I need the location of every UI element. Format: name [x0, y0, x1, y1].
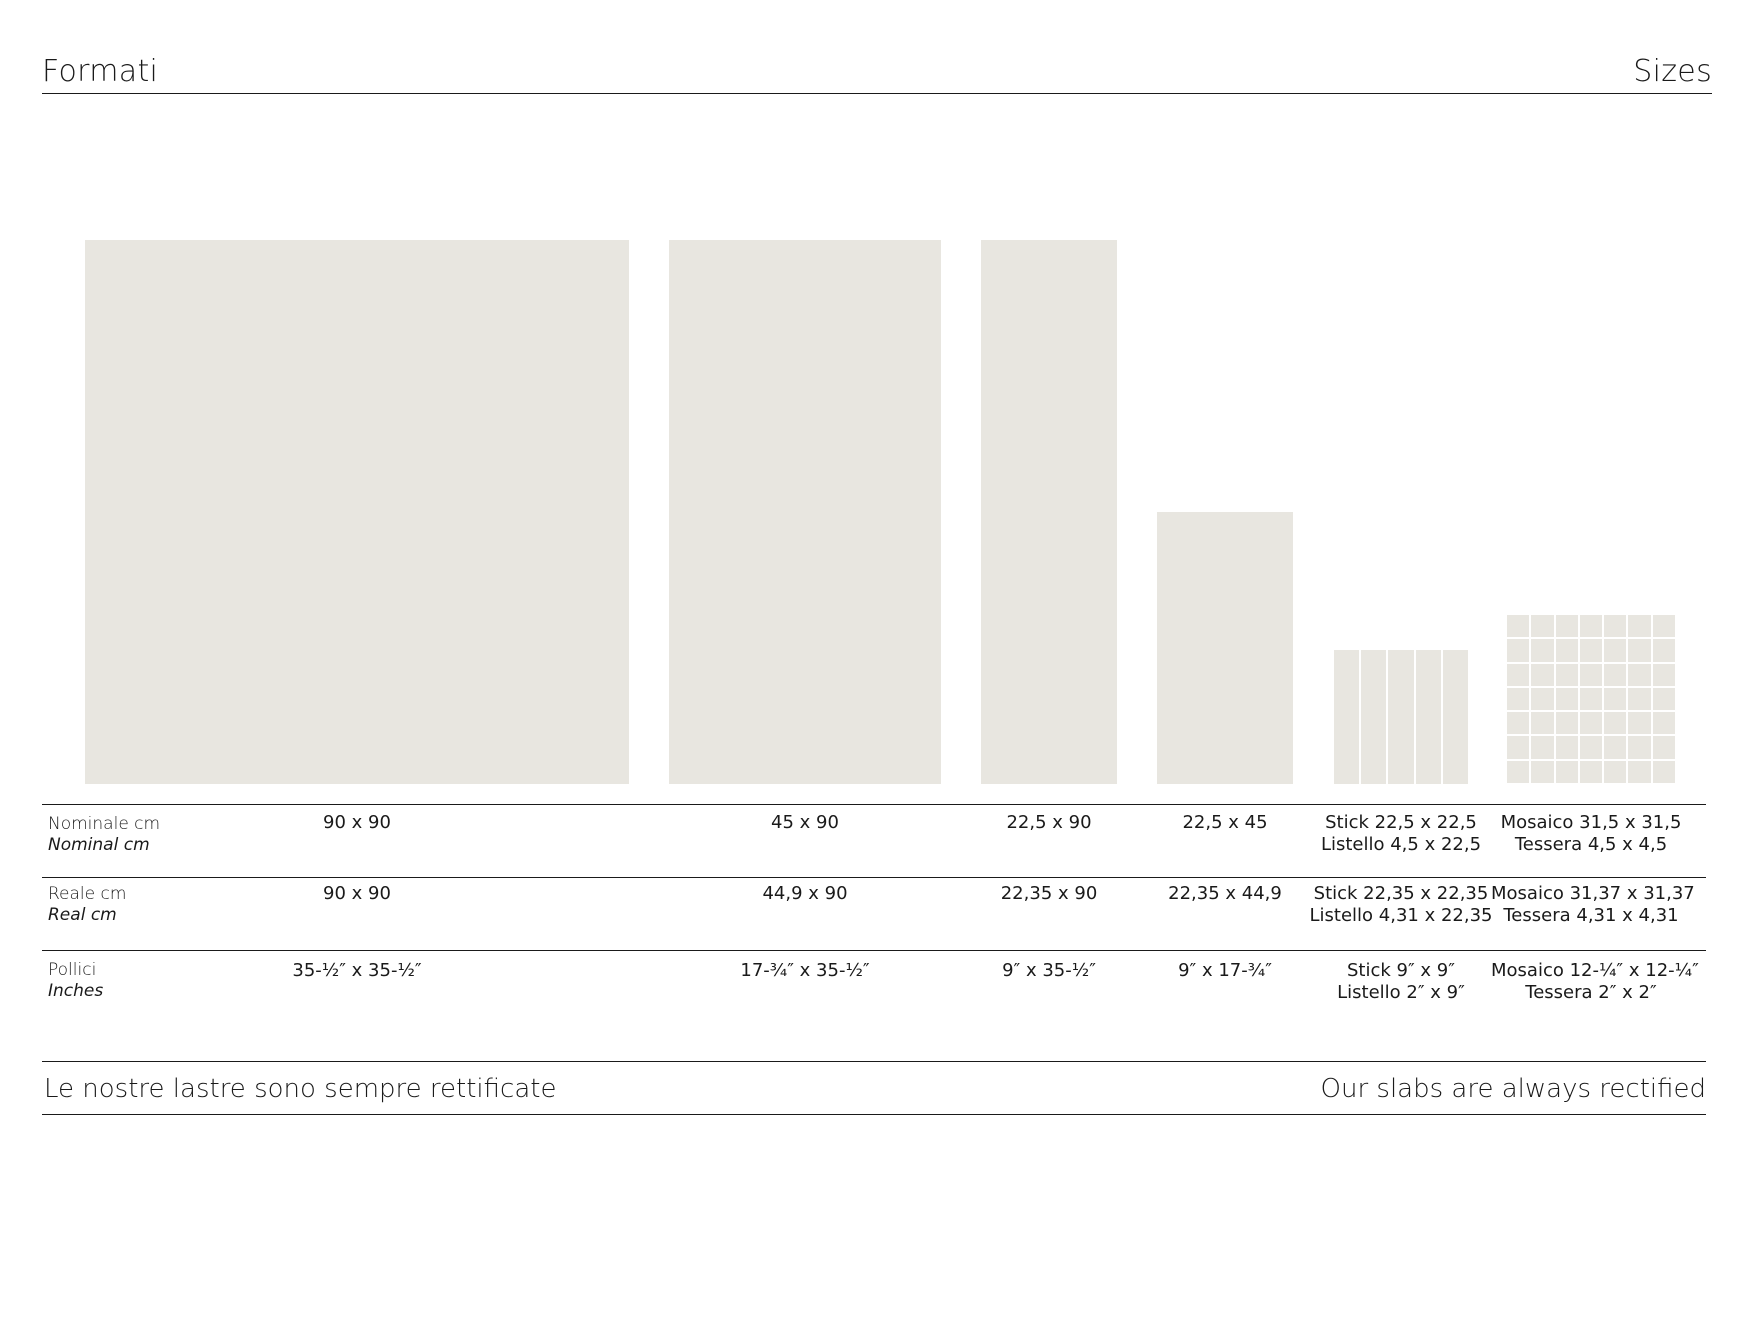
tessera	[1507, 760, 1530, 783]
tessera	[1531, 760, 1554, 783]
tessera	[1555, 712, 1578, 735]
table-cell: 9″ x 17-¾″	[1178, 960, 1272, 981]
table-cell: 44,9 x 90	[762, 883, 848, 904]
table-cell: 9″ x 35-½″	[1002, 960, 1096, 981]
table-cell: 45 x 90	[771, 812, 839, 833]
tessera	[1604, 639, 1627, 662]
tessera	[1628, 663, 1651, 686]
tessera	[1531, 712, 1554, 735]
row-label-en: Nominal cm	[48, 835, 150, 855]
listello-strip	[1388, 650, 1414, 784]
tessera	[1507, 663, 1530, 686]
tessera	[1579, 639, 1603, 662]
listello-strip	[1442, 650, 1469, 784]
table-cell: Mosaico 12-¼″ x 12-¼″ Tessera 2″ x 2″	[1491, 960, 1699, 1003]
tessera	[1531, 639, 1554, 662]
mosaic-tile	[1507, 615, 1675, 783]
tessera	[1555, 639, 1578, 662]
tessera	[1555, 736, 1578, 759]
header-rule	[42, 93, 1712, 94]
tessera	[1652, 639, 1675, 662]
tessera	[1652, 615, 1675, 638]
table-cell: 22,5 x 45	[1182, 812, 1268, 833]
tessera	[1507, 712, 1530, 735]
tessera	[1531, 615, 1554, 638]
table-cell: 90 x 90	[323, 812, 391, 833]
tessera	[1531, 736, 1554, 759]
row-label-it: Pollici	[48, 960, 97, 980]
table-cell: Mosaico 31,37 x 31,37 Tessera 4,31 x 4,31	[1491, 883, 1695, 926]
row-label-en: Inches	[48, 981, 104, 1001]
tessera	[1579, 736, 1603, 759]
tessera	[1579, 663, 1603, 686]
tessera	[1604, 736, 1627, 759]
table-cell: Stick 22,35 x 22,35 Listello 4,31 x 22,35	[1309, 883, 1493, 926]
row-label-en: Real cm	[48, 905, 117, 925]
table-cell: 90 x 90	[323, 883, 391, 904]
tile-22x45	[1157, 512, 1293, 784]
tessera	[1604, 687, 1627, 711]
tessera	[1555, 663, 1578, 686]
tessera	[1604, 615, 1627, 638]
table-cell: 22,35 x 44,9	[1168, 883, 1282, 904]
table-rule-2	[42, 950, 1706, 951]
table-rule-top	[42, 804, 1706, 805]
tessera	[1652, 663, 1675, 686]
listello-strip	[1415, 650, 1441, 784]
tile-45x90	[669, 240, 941, 784]
footer-text-it: Le nostre lastre sono sempre rettificate	[44, 1074, 557, 1104]
tessera	[1555, 760, 1578, 783]
footer-rule-top	[42, 1061, 1706, 1062]
tessera	[1579, 615, 1603, 638]
tessera	[1555, 615, 1578, 638]
table-cell: Mosaico 31,5 x 31,5 Tessera 4,5 x 4,5	[1500, 812, 1682, 855]
table-cell: 22,5 x 90	[1006, 812, 1092, 833]
listello-strip	[1361, 650, 1387, 784]
table-cell: Stick 9″ x 9″ Listello 2″ x 9″	[1337, 960, 1465, 1003]
row-label-it: Reale cm	[48, 884, 127, 904]
tessera	[1579, 712, 1603, 735]
row-label-nominal: Nominale cm Nominal cm	[48, 814, 160, 856]
header-title-en: Sizes	[1633, 54, 1712, 89]
listello-strip	[1334, 650, 1360, 784]
tessera	[1628, 639, 1651, 662]
tessera	[1531, 663, 1554, 686]
table-cell: Stick 22,5 x 22,5 Listello 4,5 x 22,5	[1320, 812, 1482, 855]
tessera	[1628, 615, 1651, 638]
tessera	[1579, 760, 1603, 783]
footer-rule-bottom	[42, 1114, 1706, 1115]
tessera	[1604, 760, 1627, 783]
tessera	[1604, 712, 1627, 735]
tessera	[1579, 687, 1603, 711]
row-label-inches: Pollici Inches	[48, 960, 103, 1002]
tile-90x90	[85, 240, 629, 784]
tessera	[1628, 712, 1651, 735]
tessera	[1555, 687, 1578, 711]
tessera	[1507, 687, 1530, 711]
tessera	[1652, 687, 1675, 711]
table-rule-1	[42, 877, 1706, 878]
tessera	[1652, 760, 1675, 783]
header-title-it: Formati	[42, 54, 159, 89]
tessera	[1652, 736, 1675, 759]
table-cell: 22,35 x 90	[1000, 883, 1098, 904]
table-cell: 17-¾″ x 35-½″	[740, 960, 870, 981]
tessera	[1507, 615, 1530, 638]
row-label-real: Reale cm Real cm	[48, 884, 126, 926]
tessera	[1604, 663, 1627, 686]
table-cell: 35-½″ x 35-½″	[292, 960, 422, 981]
row-label-it: Nominale cm	[48, 814, 161, 834]
tessera	[1531, 687, 1554, 711]
tessera	[1652, 712, 1675, 735]
tessera	[1507, 736, 1530, 759]
tessera	[1628, 736, 1651, 759]
tile-22x90	[981, 240, 1117, 784]
tessera	[1628, 687, 1651, 711]
stick-listello-tile	[1334, 650, 1469, 784]
tessera	[1628, 760, 1651, 783]
footer-text-en: Our slabs are always rectified	[1320, 1074, 1706, 1104]
tessera	[1507, 639, 1530, 662]
